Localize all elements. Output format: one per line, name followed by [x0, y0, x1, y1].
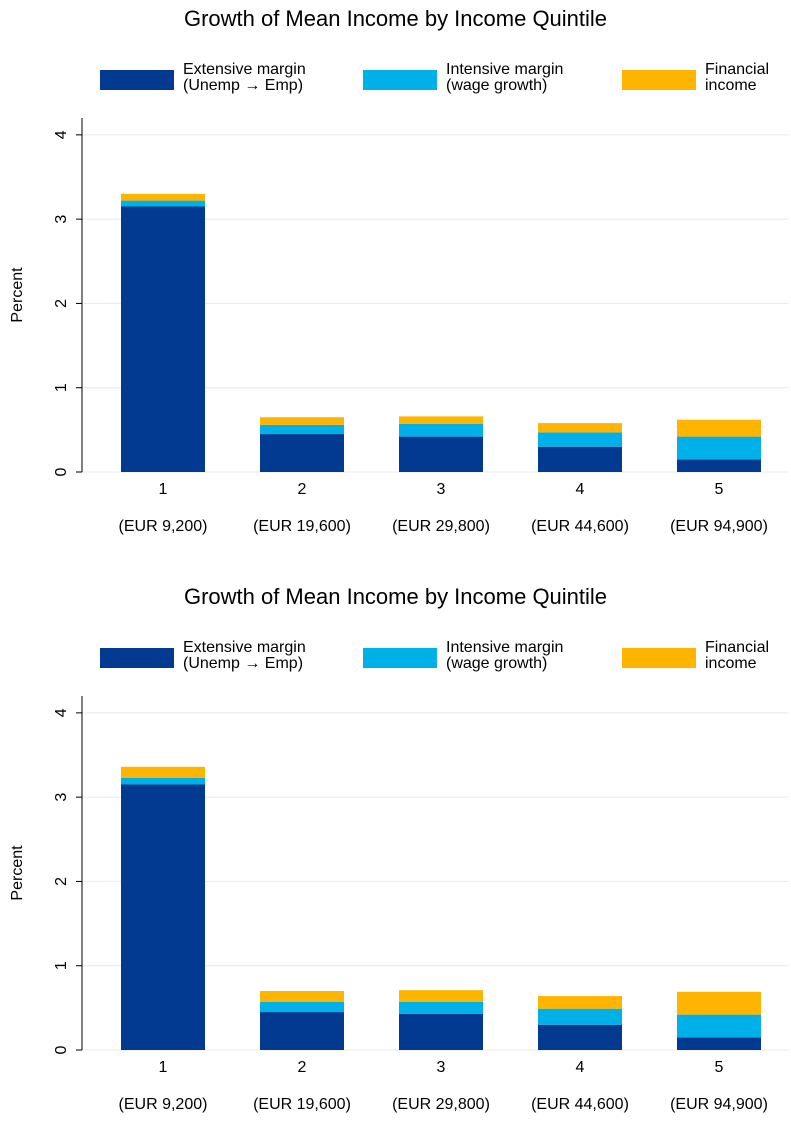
- y-tick-label: 4: [53, 130, 70, 139]
- legend-label: Extensive margin (Unemp → Emp): [183, 639, 306, 672]
- chart-title: Growth of Mean Income by Income Quintile: [183, 584, 608, 609]
- y-axis-label: Percent: [9, 267, 26, 323]
- legend-label: Financial income: [705, 61, 770, 94]
- x-tick-label: 3: [437, 481, 446, 498]
- bar-segment: [399, 1013, 483, 1050]
- y-tick-label: 1: [53, 961, 70, 970]
- x-tick-label: 5: [715, 1059, 724, 1076]
- x-tick-label: 3: [437, 1059, 446, 1076]
- plot: 0 1 2 3 4 Percent 1 (EUR 9,200) 2 (EUR 19,600) 3 (E…: [9, 696, 789, 1113]
- y-tick-label: 0: [53, 1045, 70, 1054]
- x-tick-note: (EUR 29,800): [392, 518, 490, 535]
- legend-item: Financial income: [622, 62, 789, 94]
- bar-segment: [260, 1001, 344, 1013]
- x-tick-note: (EUR 29,800): [392, 1096, 490, 1113]
- bar-segment: [121, 200, 205, 207]
- x-tick-note: (EUR 44,600): [531, 1096, 629, 1113]
- x-tick-label: 2: [298, 1059, 307, 1076]
- x-tick-note: (EUR 19,600): [253, 1096, 351, 1113]
- y-tick-label: 4: [53, 708, 70, 717]
- bar-segment: [121, 777, 205, 785]
- y-tick-label: 2: [53, 877, 70, 886]
- chart: 0 1 2 3 4 Percent 1 (EUR 9,200) 2 (EUR 19,600) 3 (E…: [0, 578, 791, 1138]
- bar-segment: [260, 434, 344, 472]
- y-tick-label: 3: [53, 793, 70, 802]
- bar-segment: [677, 1014, 761, 1038]
- legend-item: Intensive margin (wage growth): [363, 62, 586, 94]
- legend-swatch: [622, 648, 696, 668]
- chart: 0 1 2 3 4 Percent 1 (EUR 9,200) 2 (EUR 19,600) 3 (E…: [0, 0, 791, 560]
- legend-item: Intensive margin (wage growth): [363, 640, 586, 672]
- legend-swatch: [363, 648, 437, 668]
- x-tick-label: 1: [159, 481, 168, 498]
- y-tick-label: 2: [53, 299, 70, 308]
- chart-title: Growth of Mean Income by Income Quintile: [183, 6, 608, 31]
- legend-label: Extensive margin (Unemp → Emp): [183, 61, 306, 94]
- x-tick-label: 2: [298, 481, 307, 498]
- y-tick-label: 3: [53, 215, 70, 224]
- bar-segment: [399, 1001, 483, 1014]
- bar-segment: [677, 459, 761, 472]
- y-tick-label: 1: [53, 383, 70, 392]
- legend-swatch: [363, 70, 437, 90]
- legend-label: Financial income: [705, 639, 770, 672]
- bar-segment: [399, 990, 483, 1002]
- x-tick-note: (EUR 94,900): [670, 1096, 768, 1113]
- bar-segment: [538, 996, 622, 1009]
- bar-segment: [260, 417, 344, 425]
- bar-segment: [121, 766, 205, 778]
- x-tick-note: (EUR 19,600): [253, 518, 351, 535]
- x-tick-label: 5: [715, 481, 724, 498]
- x-tick-note: (EUR 9,200): [119, 1096, 208, 1113]
- x-tick-label: 1: [159, 1059, 168, 1076]
- x-tick-note: (EUR 94,900): [670, 518, 768, 535]
- bar-segment: [538, 432, 622, 447]
- bar-segment: [677, 436, 761, 460]
- bar-segment: [538, 1008, 622, 1025]
- bar-segment: [399, 416, 483, 424]
- bar-segment: [538, 1024, 622, 1050]
- y-axis-label: Percent: [9, 845, 26, 901]
- bar-segment: [677, 419, 761, 437]
- bar-segment: [677, 1037, 761, 1050]
- legend-swatch: [100, 648, 174, 668]
- legend-item: Extensive margin (Unemp → Emp): [100, 640, 323, 672]
- x-tick-note: (EUR 9,200): [119, 518, 208, 535]
- y-tick-label: 0: [53, 467, 70, 476]
- bar-segment: [260, 424, 344, 435]
- bar-segment: [399, 423, 483, 437]
- bar-segment: [538, 446, 622, 472]
- bar-segment: [538, 423, 622, 433]
- x-tick-note: (EUR 44,600): [531, 518, 629, 535]
- legend-item: Financial income: [622, 640, 789, 672]
- legend-swatch: [622, 70, 696, 90]
- bar-segment: [260, 1012, 344, 1050]
- x-tick-label: 4: [576, 1059, 585, 1076]
- legend-label: Intensive margin (wage growth): [446, 61, 564, 94]
- bar-segment: [260, 991, 344, 1002]
- x-tick-label: 4: [576, 481, 585, 498]
- bar-segment: [121, 193, 205, 201]
- bar-segment: [121, 784, 205, 1050]
- bar-segment: [399, 436, 483, 472]
- legend-swatch: [100, 70, 174, 90]
- plot: 0 1 2 3 4 Percent 1 (EUR 9,200) 2 (EUR 19,600) 3 (E…: [9, 118, 789, 535]
- legend-label: Intensive margin (wage growth): [446, 639, 564, 672]
- bar-segment: [121, 206, 205, 472]
- bar-segment: [677, 991, 761, 1015]
- legend-item: Extensive margin (Unemp → Emp): [100, 62, 323, 94]
